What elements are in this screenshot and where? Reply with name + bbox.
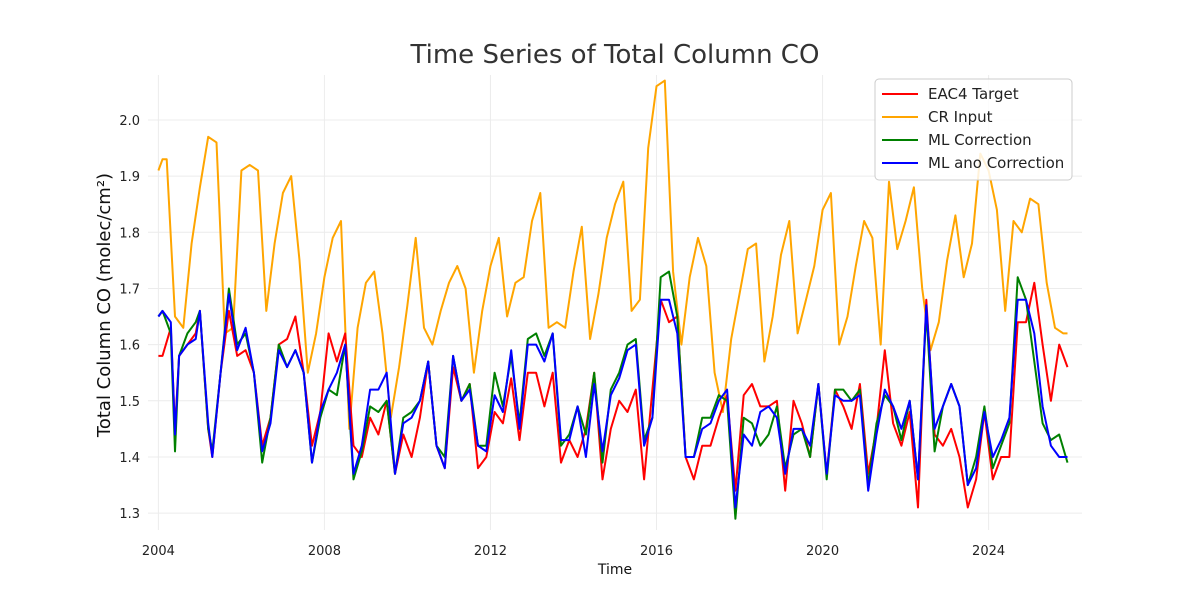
x-tick-label: 2012 [474,544,507,559]
tick-labels: 2004 2008 2012 2016 2020 2024 1.3 1.4 1.5 1.6 1.7 1… [119,114,1005,559]
y-tick-label: 1.6 [119,339,140,354]
series-line-ml-correction [157,270,1069,520]
x-tick-label: 2020 [806,544,839,559]
y-tick-label: 1.8 [119,226,140,241]
legend-label-ml-ano-correction: ML ano Correction [928,154,1064,172]
series-lines [157,79,1069,520]
y-tick-label: 2.0 [119,114,140,129]
series-line-eac4-target [158,281,1069,509]
x-tick-label: 2008 [308,544,341,559]
x-tick-label: 2004 [142,544,175,559]
legend-label-cr-input: CR Input [928,108,993,126]
legend: EAC4 Target CR Input ML Correction ML an… [874,78,1073,181]
y-tick-label: 1.5 [119,395,140,410]
legend-frame [874,78,1073,181]
x-tick-label: 2024 [972,544,1005,559]
y-tick-label: 1.7 [119,282,140,297]
y-axis-label: Total Column CO (molec/cm²) [94,173,115,438]
x-axis-label: Time [597,562,632,578]
y-tick-label: 1.3 [119,507,140,522]
y-tick-label: 1.4 [119,451,140,466]
series-line-ml-ano-correction [157,293,1068,509]
x-tick-label: 2016 [640,544,673,559]
series-line-cr-input [157,79,1068,430]
legend-label-ml-correction: ML Correction [928,131,1032,149]
legend-label-eac4-target: EAC4 Target [928,85,1019,103]
chart-title: Time Series of Total Column CO [410,40,820,70]
y-tick-label: 1.9 [119,170,140,185]
